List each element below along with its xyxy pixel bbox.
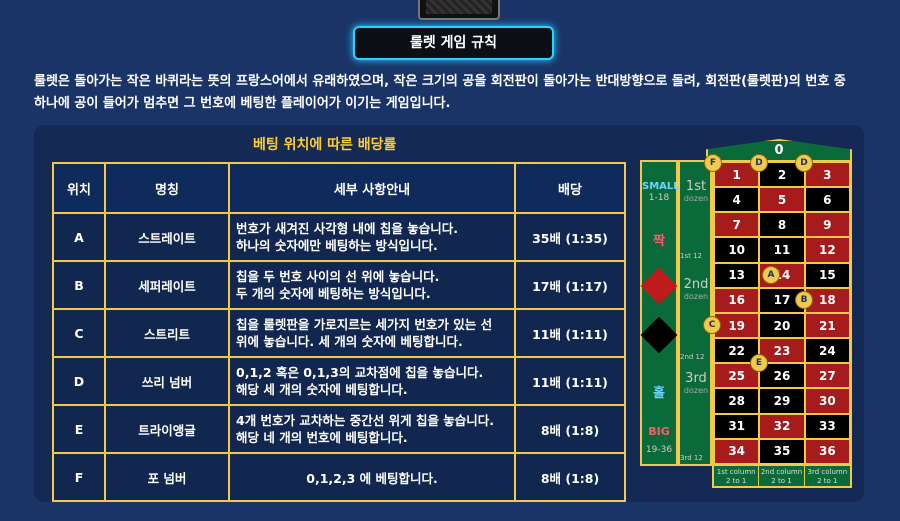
row-payout: 11배 (1:11) xyxy=(514,308,626,358)
row-position: F xyxy=(52,452,106,502)
big-range: 19-36 xyxy=(645,445,673,455)
small-label: SMALL xyxy=(642,181,680,192)
number-cell-4: 4 xyxy=(714,187,760,213)
number-cell-27: 27 xyxy=(804,363,850,389)
column-1-bet: 1st column 2 to 1 xyxy=(714,466,760,486)
even-label: 홀 xyxy=(653,386,665,401)
number-cell-13: 13 xyxy=(714,262,760,288)
number-cell-26: 26 xyxy=(759,363,805,389)
marker-d-1: D xyxy=(750,154,768,172)
number-cell-5: 5 xyxy=(759,187,805,213)
number-cell-8: 8 xyxy=(759,212,805,238)
row-name: 트라이앵글 xyxy=(104,404,230,454)
zero-label: 0 xyxy=(774,143,784,158)
number-cell-28: 28 xyxy=(714,388,760,414)
row-payout: 11배 (1:11) xyxy=(514,356,626,406)
number-cell-6: 6 xyxy=(804,187,850,213)
row-detail: 4개 번호가 교차하는 중간선 위게 칩을 놓습니다. 해당 네 개의 번호에 베… xyxy=(228,404,516,454)
intro-line-1: 룰렛은 돌아가는 작은 바퀴라는 뜻의 프랑스어에서 유래하였으며, 작은 크기… xyxy=(34,74,846,89)
row-name: 스트리트 xyxy=(104,308,230,358)
dozen-2-sub: 2nd 12 xyxy=(680,353,705,361)
number-cell-31: 31 xyxy=(714,413,760,439)
number-cell-35: 35 xyxy=(759,438,805,464)
top-decoration xyxy=(418,0,500,20)
number-cell-11: 11 xyxy=(759,237,805,263)
page-title: 룰렛 게임 규칙 xyxy=(409,35,498,51)
marker-b: B xyxy=(795,291,813,309)
marker-e: E xyxy=(750,354,768,372)
odd-label: 짝 xyxy=(653,234,665,249)
row-detail: 칩을 두 번호 사이의 선 위에 놓습니다. 두 개의 숫자에 베팅하는 방식입니… xyxy=(228,260,516,310)
row-payout: 8배 (1:8) xyxy=(514,404,626,454)
row-position: A xyxy=(52,212,106,262)
marker-c: C xyxy=(703,316,721,334)
number-cell-24: 24 xyxy=(804,338,850,364)
row-position: E xyxy=(52,404,106,454)
header-name: 명칭 xyxy=(104,162,230,214)
payout-table: 위치 명칭 세부 사항안내 배당 A 스트레이트 번호가 새겨진 사각형 내에 칩을… xyxy=(52,162,626,502)
marker-a: A xyxy=(762,266,780,284)
small-range: 1-18 xyxy=(648,193,670,203)
dozen-1-sub: 1st 12 xyxy=(680,252,702,260)
table-row: A 스트레이트 번호가 새겨진 사각형 내에 칩을 놓습니다. 하나의 숫자에만 베팅… xyxy=(52,212,626,262)
row-position: C xyxy=(52,308,106,358)
number-cell-17: 17 xyxy=(759,287,805,313)
row-name: 스트레이트 xyxy=(104,212,230,262)
number-cell-7: 7 xyxy=(714,212,760,238)
number-cell-12: 12 xyxy=(804,237,850,263)
big-label: BIG xyxy=(648,425,670,438)
marker-f: F xyxy=(704,154,722,172)
number-cell-21: 21 xyxy=(804,312,850,339)
number-cell-10: 10 xyxy=(714,237,760,263)
dozen-3-sub: 3rd 12 xyxy=(680,454,703,462)
table-title: 베팅 위치에 따른 배당률 xyxy=(253,137,397,153)
row-name: 쓰리 넘버 xyxy=(104,356,230,406)
column-bets: 1st column 2 to 1 2nd column 2 to 1 3rd co… xyxy=(712,466,852,488)
intro-line-2: 하나에 공이 들어가 멈추면 그 번호에 베팅한 플레이어가 이기는 게임입니다… xyxy=(34,96,451,111)
row-position: B xyxy=(52,260,106,310)
roulette-board: 0 SMALL 1-18 짝 홀 BIG 19-36 1st dozen 1st … xyxy=(640,139,852,489)
row-name: 세퍼레이트 xyxy=(104,260,230,310)
row-detail: 0,1,2,3 에 베팅합니다. xyxy=(228,452,516,502)
outside-bets-column xyxy=(640,160,678,466)
table-header-row: 위치 명칭 세부 사항안내 배당 xyxy=(52,162,626,214)
row-payout: 17배 (1:17) xyxy=(514,260,626,310)
title-tab: 룰렛 게임 규칙 xyxy=(353,26,554,60)
marker-d-2: D xyxy=(795,154,813,172)
dozen-3-label: 3rd dozen xyxy=(683,371,709,395)
row-name: 포 넘버 xyxy=(104,452,230,502)
number-cell-32: 32 xyxy=(759,413,805,439)
row-payout: 35배 (1:35) xyxy=(514,212,626,262)
number-cell-16: 16 xyxy=(714,287,760,313)
table-row: B 세퍼레이트 칩을 두 번호 사이의 선 위에 놓습니다. 두 개의 숫자에 베팅하… xyxy=(52,260,626,310)
number-cell-33: 33 xyxy=(804,413,850,439)
table-row: E 트라이앵글 4개 번호가 교차하는 중간선 위게 칩을 놓습니다. 해당 네 개의… xyxy=(52,404,626,454)
header-position: 위치 xyxy=(52,162,106,214)
number-cell-30: 30 xyxy=(804,388,850,414)
header-payout: 배당 xyxy=(514,162,626,214)
number-cell-9: 9 xyxy=(804,212,850,238)
row-position: D xyxy=(52,356,106,406)
number-grid: 1 2 3 4 5 6 7 8 9 10 11 12 13 14 15 16 17 18 19 20 21 22 23 24 2… xyxy=(712,160,852,466)
dozen-column xyxy=(678,160,712,466)
number-cell-36: 36 xyxy=(804,438,850,464)
number-cell-15: 15 xyxy=(804,262,850,288)
number-cell-20: 20 xyxy=(759,312,805,339)
number-cell-29: 29 xyxy=(759,388,805,414)
row-detail: 칩을 룰렛판을 가로지르는 세가지 번호가 있는 선 위에 놓습니다. 세 개의 … xyxy=(228,308,516,358)
table-row: D 쓰리 넘버 0,1,2 혹은 0,1,3의 교차점에 칩을 놓습니다. 해당 세 … xyxy=(52,356,626,406)
dozen-2-label: 2nd dozen xyxy=(683,277,709,301)
column-2-bet: 2nd column 2 to 1 xyxy=(759,466,805,486)
number-cell-34: 34 xyxy=(714,438,760,464)
row-payout: 8배 (1:8) xyxy=(514,452,626,502)
table-row: C 스트리트 칩을 룰렛판을 가로지르는 세가지 번호가 있는 선 위에 놓습니다. … xyxy=(52,308,626,358)
dozen-1-label: 1st dozen xyxy=(683,179,709,203)
column-3-bet: 3rd column 2 to 1 xyxy=(807,468,848,485)
intro-text: 룰렛은 돌아가는 작은 바퀴라는 뜻의 프랑스어에서 유래하였으며, 작은 크기… xyxy=(34,71,874,115)
row-detail: 번호가 새겨진 사각형 내에 칩을 놓습니다. 하나의 숫자에만 베팅하는 방식입… xyxy=(228,212,516,262)
header-detail: 세부 사항안내 xyxy=(228,162,516,214)
number-cell-19: 19 xyxy=(714,312,760,339)
row-detail: 0,1,2 혹은 0,1,3의 교차점에 칩을 놓습니다. 해당 세 개의 숫자에… xyxy=(228,356,516,406)
